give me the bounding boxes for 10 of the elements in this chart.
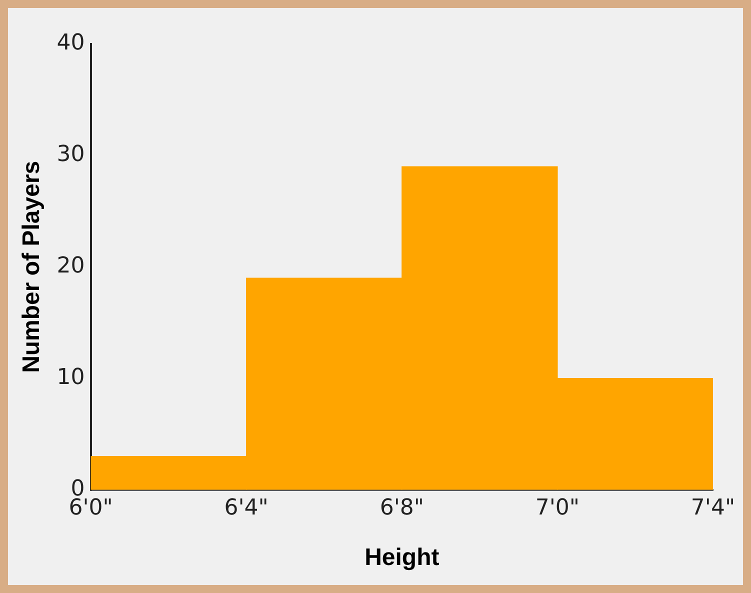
- text: 6'4": [224, 496, 268, 521]
- text: 7'0": [535, 496, 580, 521]
- y-tick-label: 30: [56, 142, 85, 168]
- x-axis-title: Height: [364, 544, 440, 572]
- text: 6'8": [380, 496, 424, 521]
- y-tick-label: 10: [56, 365, 85, 390]
- text: 7'4": [690, 496, 736, 521]
- y-tick-label: 20: [56, 254, 85, 279]
- y-tick-label: 40: [56, 30, 85, 56]
- y-axis-title: Number of Players: [18, 160, 46, 373]
